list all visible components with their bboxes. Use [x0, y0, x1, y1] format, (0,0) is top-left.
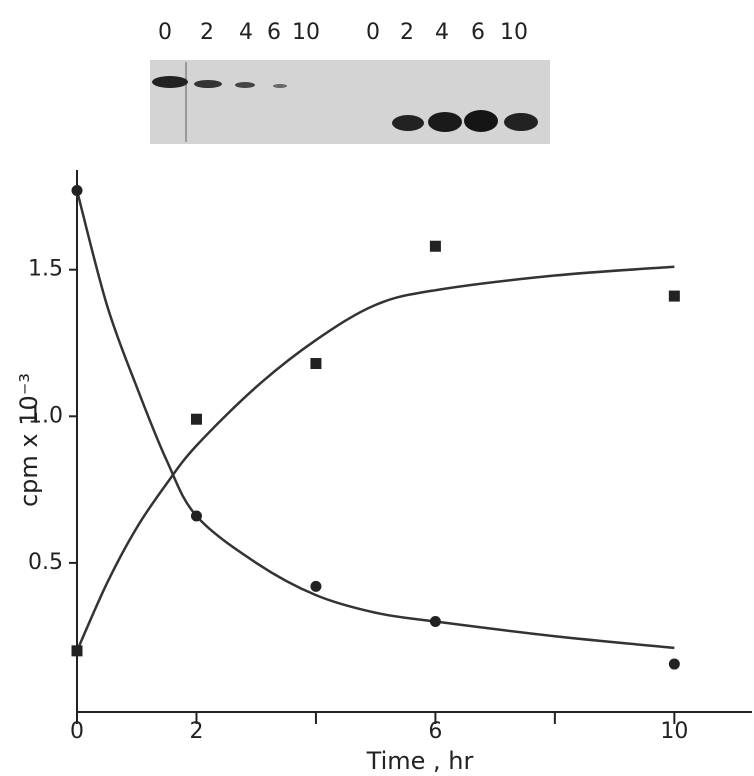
- gel-band: [194, 80, 222, 88]
- square-point: [429, 240, 441, 252]
- gel-band: [152, 76, 188, 88]
- lane-label: 2: [200, 20, 214, 45]
- lane-label: 4: [435, 20, 449, 45]
- lane-label: 6: [471, 20, 485, 45]
- fit-curve: [75, 265, 675, 652]
- y-tick-label: 1.5: [28, 257, 63, 282]
- y-tick-label: 0.5: [28, 550, 63, 575]
- circle-point: [71, 185, 83, 197]
- y-axis-label: cpm x 10⁻³: [15, 373, 43, 507]
- gel-band: [392, 115, 424, 131]
- x-tick-label: 0: [70, 719, 84, 744]
- circle-point: [668, 658, 680, 670]
- y-tick-label: 1.0: [28, 403, 63, 428]
- fit-curve: [75, 190, 675, 650]
- square-point: [310, 358, 322, 370]
- gel-band: [428, 112, 462, 132]
- lane-label: 4: [239, 20, 253, 45]
- lane-label: 6: [267, 20, 281, 45]
- circle-point: [190, 510, 202, 522]
- gel-band: [464, 110, 498, 132]
- gel-band: [273, 84, 287, 88]
- square-point: [190, 413, 202, 425]
- circle-point: [429, 616, 441, 628]
- square-point: [668, 290, 680, 302]
- x-tick-label: 6: [428, 719, 442, 744]
- gel-image: [150, 60, 550, 144]
- lane-label: 0: [158, 20, 172, 45]
- x-tick-label: 2: [189, 719, 203, 744]
- lane-label: 0: [366, 20, 380, 45]
- gel-band: [235, 82, 255, 88]
- x-tick-label: 10: [660, 719, 688, 744]
- gel-band: [504, 113, 538, 131]
- lane-label: 10: [292, 20, 320, 45]
- lane-label: 10: [500, 20, 528, 45]
- circle-point: [310, 580, 322, 592]
- lane-label: 2: [400, 20, 414, 45]
- square-point: [71, 645, 83, 657]
- x-axis-label: Time , hr: [366, 747, 474, 775]
